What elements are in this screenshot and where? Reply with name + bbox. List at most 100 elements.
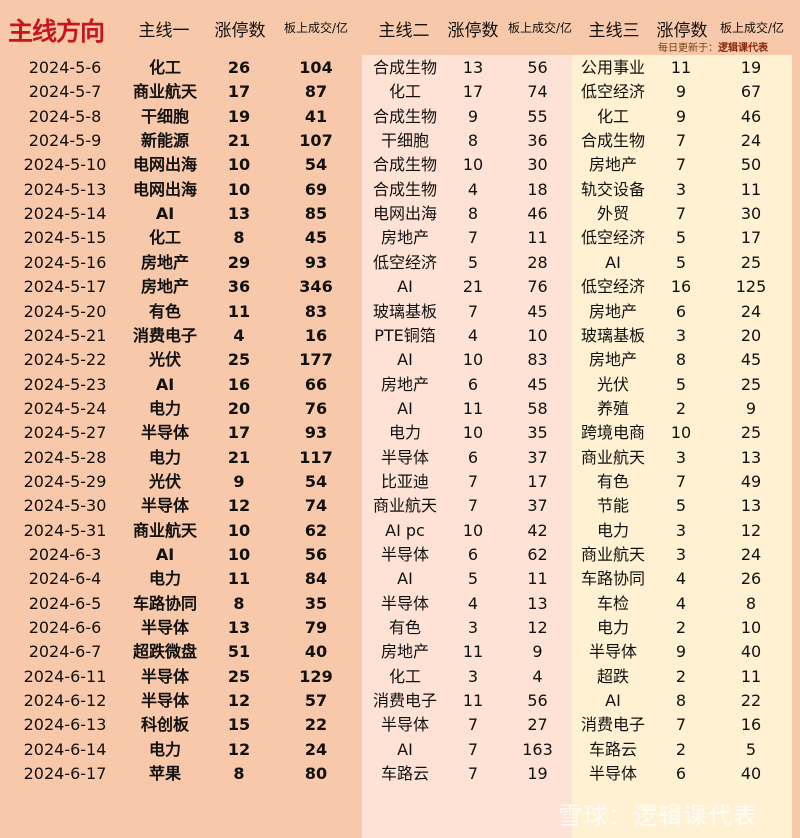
cell-main1: 新能源 — [140, 131, 189, 151]
cell-volume-1: 45 — [304, 228, 328, 248]
cell-date: 2024-5-23 — [23, 374, 107, 394]
cell-limit-up-3: 10 — [670, 423, 692, 443]
cell-main2: AI — [397, 277, 413, 297]
cell-limit-up-3: 2 — [675, 618, 687, 638]
cell-volume-3: 20 — [740, 325, 762, 345]
cell-volume-2: 13 — [527, 593, 548, 613]
header-volume-3: 板上成交/亿 — [719, 21, 785, 35]
cell-main2: AI — [397, 739, 413, 759]
cell-volume-1: 24 — [304, 739, 328, 759]
cell-volume-3: 24 — [740, 545, 762, 564]
cell-limit-up-3: 7 — [675, 155, 687, 175]
cell-volume-2: 11 — [527, 228, 548, 248]
cell-volume-2: 55 — [527, 106, 548, 126]
cell-volume-2: 58 — [527, 398, 548, 418]
cell-limit-up-2: 4 — [467, 179, 479, 199]
cell-main1: 电力 — [148, 569, 181, 589]
cell-main1: 光伏 — [148, 350, 181, 370]
cell-limit-up-3: 9 — [675, 82, 687, 102]
cell-limit-up-3: 6 — [675, 764, 687, 784]
column-group-2-background — [362, 55, 572, 838]
cell-limit-up-1: 12 — [227, 691, 251, 711]
cell-volume-1: 80 — [304, 764, 328, 784]
header-limit-up-1: 涨停数 — [214, 21, 266, 41]
cell-main2: 电网出海 — [372, 204, 437, 224]
cell-limit-up-2: 7 — [467, 471, 479, 491]
cell-date: 2024-5-21 — [23, 325, 107, 345]
cell-main2: 房地产 — [380, 228, 429, 248]
cell-volume-1: 62 — [304, 520, 328, 540]
cell-main2: 房地产 — [380, 642, 429, 662]
cell-volume-3: 9 — [745, 398, 757, 418]
cell-main3: 超跌 — [596, 666, 629, 686]
cell-limit-up-3: 7 — [675, 471, 687, 491]
table-row: 2024-6-13 科创板 15 22 半导体 7 27 消费电子 7 16 — [0, 713, 800, 737]
cell-limit-up-3: 4 — [675, 593, 687, 613]
cell-volume-2: 83 — [527, 350, 548, 370]
cell-main1: AI — [155, 204, 175, 224]
cell-main2: 比亚迪 — [380, 471, 429, 491]
table-row: 2024-5-27 半导体 17 93 电力 10 35 跨境电商 10 25 — [0, 421, 800, 445]
cell-limit-up-1: 26 — [227, 58, 251, 77]
cell-main2: 房地产 — [380, 374, 429, 394]
cell-volume-2: 56 — [527, 691, 548, 711]
cell-volume-1: 85 — [304, 204, 328, 224]
cell-date: 2024-5-14 — [23, 204, 107, 224]
cell-limit-up-1: 17 — [227, 423, 251, 443]
cell-volume-3: 19 — [740, 58, 762, 77]
table-row: 2024-5-17 房地产 36 346 AI 21 76 低空经济 16 125 — [0, 275, 800, 299]
cell-date: 2024-6-4 — [28, 569, 102, 589]
cell-main1: 化工 — [148, 228, 181, 248]
cell-volume-2: 36 — [527, 131, 548, 151]
cell-volume-1: 56 — [304, 545, 328, 564]
cell-volume-1: 41 — [304, 106, 328, 126]
cell-main2: AI — [397, 350, 413, 370]
cell-limit-up-2: 8 — [467, 204, 479, 224]
cell-main1: 消费电子 — [132, 325, 197, 345]
cell-volume-3: 13 — [740, 447, 762, 467]
cell-date: 2024-5-22 — [23, 350, 107, 370]
watermark: 雪球：逻辑课代表 — [558, 802, 758, 830]
cell-main1: 半导体 — [140, 496, 189, 516]
cell-main1: 科创板 — [140, 715, 189, 735]
cell-limit-up-2: 7 — [467, 739, 479, 759]
cell-date: 2024-6-12 — [23, 691, 107, 711]
cell-main1: 电网出海 — [132, 155, 197, 175]
cell-main1: 电力 — [148, 398, 181, 418]
cell-main1: 半导体 — [140, 618, 189, 638]
cell-main1: 电网出海 — [132, 179, 197, 199]
table-row: 2024-5-22 光伏 25 177 AI 10 83 房地产 8 45 — [0, 348, 800, 372]
cell-limit-up-2: 4 — [467, 593, 479, 613]
cell-limit-up-2: 5 — [467, 569, 479, 589]
cell-limit-up-2: 3 — [467, 666, 479, 686]
cell-main1: 电力 — [148, 739, 181, 759]
cell-volume-1: 76 — [304, 398, 328, 418]
cell-limit-up-2: 11 — [462, 691, 484, 711]
update-note: 每日更新于：逻辑课代表 — [658, 39, 768, 54]
cell-limit-up-3: 5 — [675, 252, 687, 272]
cell-main3: 电力 — [596, 618, 629, 638]
table-row: 2024-5-28 电力 21 117 半导体 6 37 商业航天 3 13 — [0, 446, 800, 470]
cell-volume-3: 40 — [740, 764, 762, 784]
cell-volume-2: 11 — [527, 569, 548, 589]
cell-limit-up-3: 5 — [675, 228, 687, 248]
cell-date: 2024-5-6 — [28, 58, 102, 77]
cell-limit-up-3: 5 — [675, 496, 687, 516]
cell-volume-2: 45 — [527, 301, 548, 321]
cell-volume-2: 35 — [527, 423, 548, 443]
cell-main3: 消费电子 — [580, 715, 645, 735]
cell-main1: 半导体 — [140, 691, 189, 711]
cell-volume-3: 11 — [740, 666, 762, 686]
cell-volume-3: 10 — [740, 618, 762, 638]
cell-date: 2024-5-7 — [28, 82, 102, 102]
cell-main2: AI pc — [385, 520, 425, 540]
cell-limit-up-3: 2 — [675, 666, 687, 686]
table-row: 2024-6-6 半导体 13 79 有色 3 12 电力 2 10 — [0, 616, 800, 640]
cell-limit-up-2: 7 — [467, 228, 479, 248]
cell-volume-1: 57 — [304, 691, 328, 711]
cell-main2: 半导体 — [380, 715, 429, 735]
cell-date: 2024-5-31 — [23, 520, 107, 540]
header-limit-up-2: 涨停数 — [447, 21, 499, 41]
cell-main1: 干细胞 — [140, 106, 189, 126]
update-label: 每日更新于： — [658, 43, 718, 54]
